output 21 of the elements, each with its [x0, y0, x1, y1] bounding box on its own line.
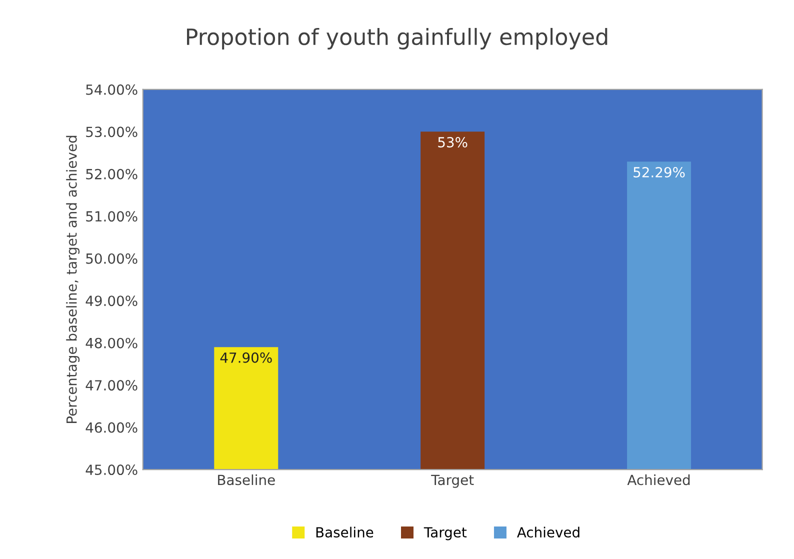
y-axis-title: Percentage baseline, target and achieved — [66, 136, 80, 423]
x-tick-label: Target — [431, 474, 474, 488]
y-tick-label: 46.00% — [86, 422, 138, 433]
y-tick-label: 47.00% — [86, 380, 138, 391]
y-tick-label: 54.00% — [86, 84, 138, 95]
y-tick-label: 50.00% — [86, 253, 138, 264]
legend-label: Baseline — [316, 526, 374, 538]
y-tick-label: 45.00% — [86, 464, 138, 476]
x-tick-label: Baseline — [218, 474, 275, 486]
legend-label: Target — [424, 527, 467, 540]
chart-title: Propotion of youth gainfully employed — [187, 28, 608, 50]
y-tick-label: 48.00% — [86, 338, 138, 348]
legend-label: Achieved — [517, 526, 580, 538]
y-tick-label: 49.00% — [86, 296, 138, 306]
data-label: 52.29% — [634, 166, 685, 178]
y-tick-label: 52.00% — [86, 168, 138, 180]
y-tick-label: 53.00% — [86, 126, 138, 138]
data-label: 53% — [438, 136, 468, 148]
x-tick-label: Achieved — [627, 474, 690, 486]
data-label: 47.90% — [220, 352, 272, 363]
y-tick-label: 51.00% — [86, 211, 138, 222]
